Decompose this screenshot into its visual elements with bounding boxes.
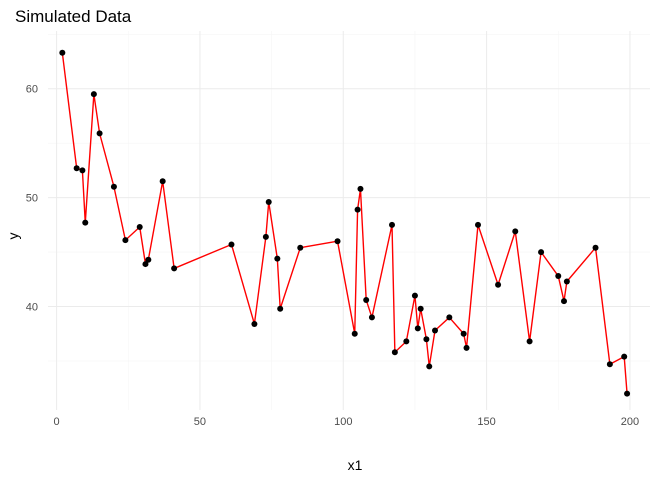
data-point [142, 261, 149, 268]
x-axis-title: x1 [348, 457, 363, 473]
data-point [171, 265, 178, 272]
data-point [96, 130, 103, 137]
data-point [389, 221, 395, 228]
data-point [592, 244, 599, 251]
data-point [334, 238, 341, 245]
y-tick-label: 50 [26, 193, 38, 205]
series-line-group [61, 52, 628, 394]
data-point [59, 49, 66, 56]
data-point [297, 244, 304, 251]
data-point [526, 338, 533, 345]
data-points [59, 49, 631, 397]
data-point [228, 241, 235, 248]
data-point [426, 363, 433, 370]
data-point [351, 330, 358, 337]
data-point [403, 338, 410, 345]
data-point [90, 91, 97, 98]
x-tick-label: 150 [477, 416, 495, 428]
data-point [475, 221, 481, 228]
data-point [624, 390, 631, 397]
data-point [391, 349, 398, 356]
series-line [61, 52, 628, 394]
data-point [110, 183, 117, 190]
x-tick-label: 200 [621, 416, 639, 428]
chart-title: Simulated Data [15, 7, 132, 26]
data-point [274, 255, 281, 262]
data-point [538, 249, 545, 256]
data-point [277, 305, 284, 312]
data-point [79, 167, 86, 174]
minor-gridlines [48, 31, 650, 410]
y-axis-ticks: 40 50 60 [26, 84, 38, 314]
data-point [446, 314, 453, 321]
major-gridlines [48, 31, 650, 410]
data-point [512, 228, 519, 235]
data-point [159, 178, 166, 185]
data-point [606, 361, 613, 368]
data-point [460, 330, 467, 337]
data-point [495, 281, 502, 288]
data-point [561, 298, 567, 305]
y-axis-title: y [5, 233, 21, 240]
x-tick-label: 100 [334, 416, 352, 428]
data-point [432, 327, 438, 334]
data-point [363, 297, 370, 304]
data-point [354, 206, 361, 213]
data-point [122, 237, 129, 244]
data-point [463, 344, 470, 351]
y-tick-label: 40 [26, 302, 38, 314]
data-point [73, 165, 80, 172]
x-axis-ticks: 0 50 100 150 200 [54, 416, 640, 428]
data-point [563, 278, 570, 285]
data-point [251, 320, 258, 327]
data-point [621, 353, 628, 360]
data-point [136, 224, 143, 231]
data-point [414, 325, 421, 332]
y-tick-label: 60 [26, 84, 38, 96]
data-point [82, 219, 89, 226]
data-point [357, 185, 364, 192]
data-point [417, 305, 424, 312]
data-point [262, 233, 269, 240]
x-tick-label: 50 [194, 416, 206, 428]
data-point [265, 198, 272, 205]
data-point [411, 292, 418, 299]
data-point [145, 256, 152, 263]
data-point [368, 314, 375, 321]
data-point [423, 336, 430, 343]
x-tick-label: 0 [54, 416, 60, 428]
data-point [555, 273, 562, 280]
